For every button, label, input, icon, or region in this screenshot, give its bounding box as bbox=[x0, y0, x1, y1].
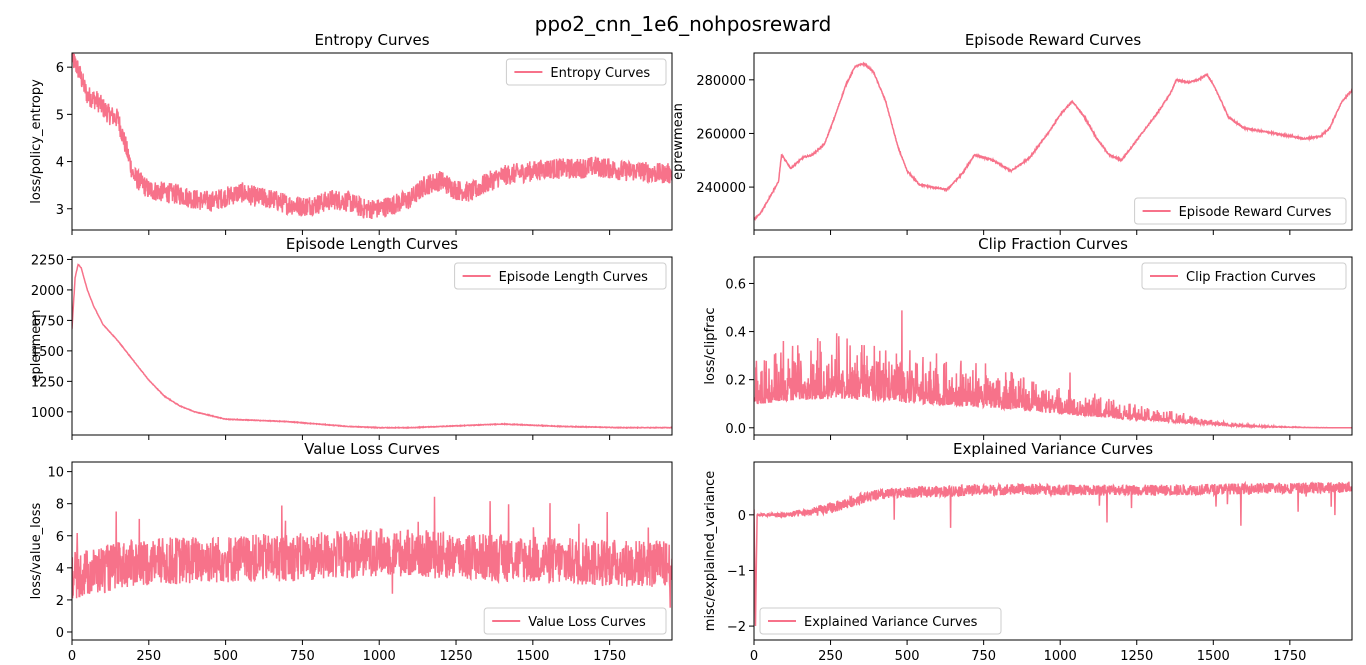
x-tick-label: 1500 bbox=[516, 649, 549, 664]
y-tick-label: 0.2 bbox=[725, 374, 746, 389]
y-tick-label: 240000 bbox=[696, 181, 746, 196]
y-axis-label: loss/clipfrac bbox=[703, 307, 718, 384]
legend-box bbox=[505, 58, 667, 86]
y-tick-label: 1750 bbox=[31, 314, 64, 329]
axes-frame bbox=[71, 52, 673, 231]
legend-label: Explained Variance Curves bbox=[804, 615, 978, 630]
legend-label: Episode Length Curves bbox=[499, 270, 649, 285]
y-tick-label: 1500 bbox=[31, 345, 64, 360]
legend: Episode Reward Curves bbox=[1134, 197, 1347, 225]
y-tick-label: 2000 bbox=[31, 284, 64, 299]
x-tick-label: 1750 bbox=[1273, 649, 1306, 664]
legend: Entropy Curves bbox=[505, 58, 667, 86]
legend-box bbox=[454, 262, 667, 290]
y-tick-label: 0 bbox=[56, 626, 64, 641]
chart-title: Entropy Curves bbox=[314, 31, 429, 49]
y-tick-label: −1 bbox=[727, 564, 746, 579]
chart-eplen: 1000 1250 1500 1750 2000 2250 Episode Length C… bbox=[29, 235, 673, 440]
y-tick-label: 6 bbox=[56, 61, 64, 76]
y-tick-label: 0 bbox=[738, 509, 746, 524]
legend: Clip Fraction Curves bbox=[1141, 262, 1347, 290]
y-axis-label: eplenmean bbox=[29, 310, 44, 383]
series-line bbox=[754, 480, 1352, 627]
x-tick-label: 750 bbox=[290, 649, 315, 664]
y-tick-label: 2 bbox=[56, 594, 64, 609]
y-tick-label: −2 bbox=[727, 620, 746, 635]
y-tick-label: 5 bbox=[56, 108, 64, 123]
series-line bbox=[754, 310, 1352, 430]
axes-frame bbox=[753, 52, 1353, 231]
x-tick-label: 500 bbox=[213, 649, 238, 664]
y-tick-label: 260000 bbox=[696, 127, 746, 142]
y-axis-label: misc/explained_variance bbox=[703, 471, 718, 631]
chart-entropy: 3 4 5 6 Entropy Curves loss/policy_entropy Ent… bbox=[29, 31, 673, 235]
y-axis-label: loss/policy_entropy bbox=[29, 79, 44, 204]
chart-title: Explained Variance Curves bbox=[953, 440, 1153, 458]
y-tick-label: 8 bbox=[56, 498, 64, 513]
x-tick-label: 1000 bbox=[1044, 649, 1077, 664]
axes-frame bbox=[71, 461, 673, 641]
chart-title: Value Loss Curves bbox=[304, 440, 440, 458]
legend-label: Clip Fraction Curves bbox=[1186, 270, 1316, 285]
x-tick-label: 1500 bbox=[1197, 649, 1230, 664]
legend-label: Value Loss Curves bbox=[528, 615, 646, 630]
chart-clipfrac: 0.0 0.2 0.4 0.6 Clip Fraction Curves loss/cli… bbox=[703, 235, 1353, 440]
legend-box bbox=[759, 607, 1002, 635]
x-tick-label: 1250 bbox=[439, 649, 472, 664]
legend-label: Entropy Curves bbox=[550, 66, 650, 81]
chart-explvar: 0 250 500 750 1000 1250 1500 1750 −2 −1 0 Explained… bbox=[703, 440, 1353, 664]
legend: Explained Variance Curves bbox=[759, 607, 1002, 635]
series-line bbox=[754, 61, 1352, 222]
series-line bbox=[72, 263, 672, 430]
x-tick-label: 1250 bbox=[1120, 649, 1153, 664]
x-tick-label: 500 bbox=[895, 649, 920, 664]
x-tick-label: 1000 bbox=[363, 649, 396, 664]
legend: Episode Length Curves bbox=[454, 262, 667, 290]
x-tick-label: 250 bbox=[818, 649, 843, 664]
chart-title: Episode Reward Curves bbox=[965, 31, 1142, 49]
x-tick-label: 750 bbox=[971, 649, 996, 664]
y-tick-label: 0.6 bbox=[725, 277, 746, 292]
y-tick-label: 4 bbox=[56, 156, 64, 171]
y-tick-label: 0.4 bbox=[725, 326, 746, 341]
legend: Value Loss Curves bbox=[483, 607, 667, 635]
legend-label: Episode Reward Curves bbox=[1179, 205, 1332, 220]
y-axis-label: loss/value_loss bbox=[29, 502, 44, 599]
y-tick-label: 3 bbox=[56, 203, 64, 218]
chart-title: Clip Fraction Curves bbox=[978, 235, 1128, 253]
x-tick-label: 0 bbox=[68, 649, 76, 664]
y-tick-label: 280000 bbox=[696, 74, 746, 89]
legend-box bbox=[1134, 197, 1347, 225]
y-axis-label: eprewmean bbox=[671, 103, 686, 180]
axes-frame bbox=[753, 461, 1353, 641]
figure-title: ppo2_cnn_1e6_nohposreward bbox=[535, 12, 832, 36]
series-line bbox=[72, 496, 672, 608]
y-tick-label: 4 bbox=[56, 562, 64, 577]
x-tick-label: 1750 bbox=[593, 649, 626, 664]
x-tick-label: 0 bbox=[750, 649, 758, 664]
x-tick-label: 250 bbox=[136, 649, 161, 664]
chart-title: Episode Length Curves bbox=[286, 235, 458, 253]
axes-frame bbox=[71, 256, 673, 436]
axes-frame bbox=[753, 256, 1353, 436]
y-tick-label: 0.0 bbox=[725, 422, 746, 437]
y-tick-label: 1250 bbox=[31, 375, 64, 390]
y-tick-label: 6 bbox=[56, 530, 64, 545]
series-line bbox=[72, 53, 672, 220]
legend-box bbox=[483, 607, 667, 635]
legend-box bbox=[1141, 262, 1347, 290]
y-tick-label: 2250 bbox=[31, 253, 64, 268]
y-tick-label: 1000 bbox=[31, 406, 64, 421]
chart-valueloss: 0 250 500 750 1000 1250 1500 1750 0 2 4 6 8 10 Value L… bbox=[29, 440, 673, 664]
chart-reward: 240000 260000 280000 Episode Reward Curves e… bbox=[671, 31, 1353, 235]
y-tick-label: 10 bbox=[47, 466, 64, 481]
